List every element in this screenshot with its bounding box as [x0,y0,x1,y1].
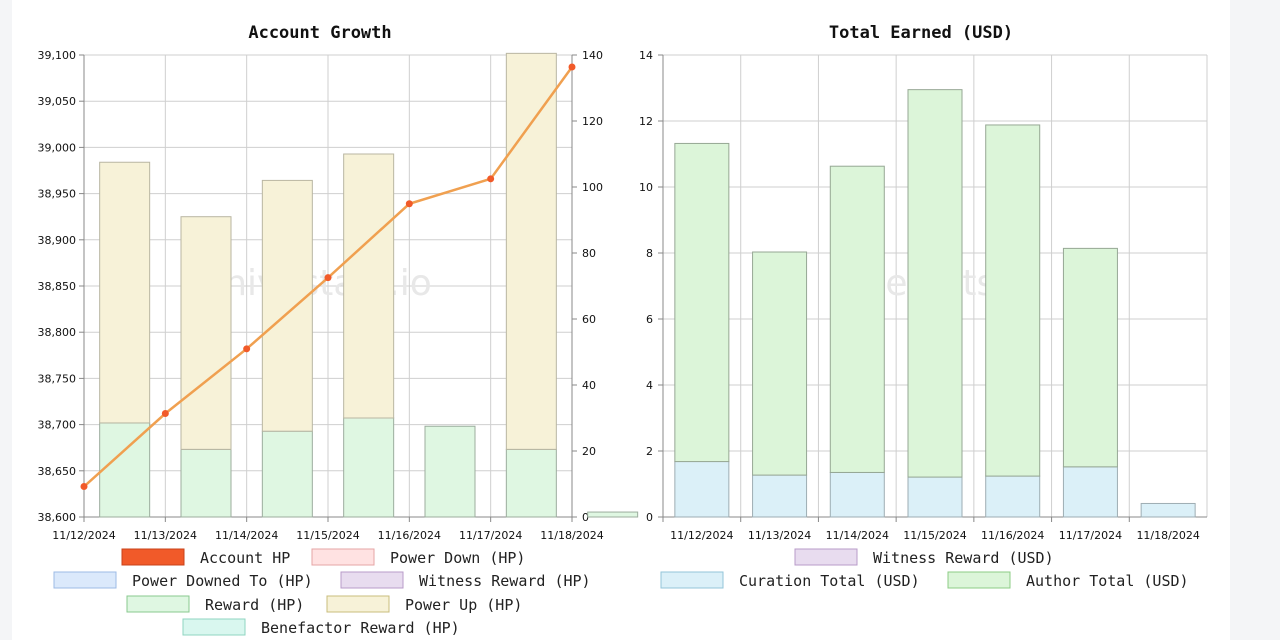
legend-swatch[interactable] [311,548,375,566]
x-tick-label: 11/16/2024 [378,529,441,542]
legend-swatch[interactable] [660,571,724,589]
total-earned-title: Total Earned (USD) [829,23,1013,43]
x-tick-label: 11/15/2024 [296,529,359,542]
left-tick-label: 39,100 [38,49,77,62]
bar-author-total [985,124,1041,477]
point-account-hp [568,63,576,71]
left-tick-label: 12 [639,115,653,128]
left-tick-label: 6 [646,313,653,326]
right-tick-label: 140 [582,49,603,62]
x-tick-label: 11/14/2024 [826,529,889,542]
legend-label: Reward (HP) [205,596,304,614]
x-tick-label: 11/15/2024 [903,529,966,542]
bar-reward-hp [505,448,557,518]
point-account-hp [80,483,88,491]
point-account-hp [324,274,332,282]
x-tick-label: 11/13/2024 [134,529,197,542]
bar-author-total [674,142,730,463]
left-tick-label: 0 [646,511,653,524]
bar-curation-total [1140,502,1196,518]
bar-power-up-hp [505,52,557,450]
bar-curation-total [752,474,808,518]
left-tick-label: 38,850 [38,280,77,293]
bar-curation-total [674,461,730,518]
right-tick-label: 0 [582,511,589,524]
bar-curation-total [829,471,885,518]
legend-label: Power Down (HP) [390,549,525,567]
point-account-hp [405,200,413,208]
legend-swatch[interactable] [126,595,190,613]
legend-swatch[interactable] [947,571,1011,589]
bar-reward-hp [424,425,476,518]
bar-reward-hp [261,430,313,518]
legend-label: Witness Reward (USD) [873,549,1054,567]
bar-reward-hp [180,448,232,518]
bar-author-total [829,165,885,473]
left-tick-label: 14 [639,49,653,62]
left-tick-label: 38,600 [38,511,77,524]
legend-swatch[interactable] [794,548,858,566]
bar-author-total [1062,247,1118,468]
x-tick-label: 11/12/2024 [670,529,733,542]
x-tick-label: 11/13/2024 [748,529,811,542]
left-tick-label: 4 [646,379,653,392]
bar-power-up-hp [343,153,395,419]
legend-label: Witness Reward (HP) [419,572,591,590]
bar-curation-total [907,476,963,518]
legend-label: Benefactor Reward (HP) [261,619,460,637]
point-account-hp [243,345,251,353]
legend-label: Author Total (USD) [1026,572,1189,590]
x-tick-label: 11/18/2024 [540,529,603,542]
x-tick-label: 11/16/2024 [981,529,1044,542]
right-tick-label: 40 [582,379,596,392]
left-tick-label: 38,700 [38,419,77,432]
legend-swatch[interactable] [326,595,390,613]
point-account-hp [161,410,169,418]
legend-swatch[interactable] [53,571,117,589]
left-tick-label: 2 [646,445,653,458]
bar-curation-total [985,475,1041,518]
left-tick-label: 38,650 [38,465,77,478]
right-tick-label: 120 [582,115,603,128]
bar-curation-total [1062,466,1118,518]
legend-swatch[interactable] [121,548,185,566]
right-tick-label: 100 [582,181,603,194]
left-tick-label: 39,000 [38,141,77,154]
bar-reward-hp [343,417,395,518]
legend-swatch[interactable] [340,571,404,589]
bar-reward-hp [99,422,151,518]
left-tick-label: 10 [639,181,653,194]
left-tick-label: 38,900 [38,234,77,247]
bar-power-up-hp [180,216,232,450]
right-tick-label: 60 [582,313,596,326]
bar-reward-hp [587,511,639,518]
bar-power-up-hp [261,179,313,432]
x-tick-label: 11/17/2024 [1059,529,1122,542]
legend-swatch[interactable] [182,618,246,636]
legend-label: Curation Total (USD) [739,572,920,590]
right-tick-label: 80 [582,247,596,260]
x-tick-label: 11/14/2024 [215,529,278,542]
x-tick-label: 11/12/2024 [52,529,115,542]
legend-label: Power Up (HP) [405,596,522,614]
point-account-hp [487,175,495,183]
left-tick-label: 39,050 [38,95,77,108]
legend-label: Power Downed To (HP) [132,572,313,590]
bar-author-total [752,251,808,476]
bar-author-total [907,89,963,478]
watermark-text: hivestats.io [224,263,432,304]
right-tick-label: 20 [582,445,596,458]
left-tick-label: 38,950 [38,188,77,201]
left-tick-label: 38,750 [38,372,77,385]
bar-power-up-hp [99,161,151,424]
left-tick-label: 8 [646,247,653,260]
x-tick-label: 11/18/2024 [1136,529,1199,542]
account-growth-title: Account Growth [248,23,391,43]
x-tick-label: 11/17/2024 [459,529,522,542]
legend-label: Account HP [200,549,290,567]
left-tick-label: 38,800 [38,326,77,339]
